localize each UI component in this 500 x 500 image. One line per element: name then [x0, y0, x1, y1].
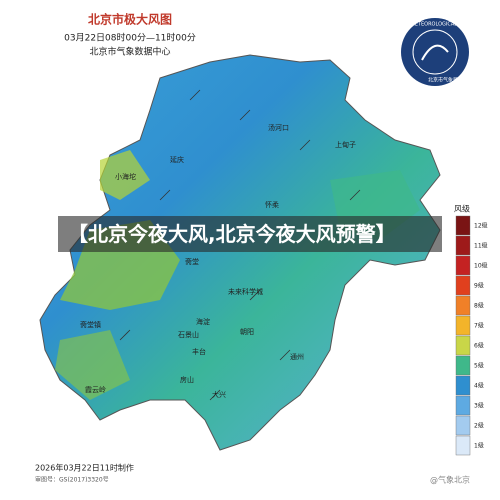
legend-title: 风级: [454, 204, 470, 214]
made-time: 2026年03月22日11时制作: [35, 463, 134, 473]
legend-label: 9级: [474, 282, 484, 290]
legend-label: 4级: [474, 382, 484, 390]
place-label: 斋堂镇: [80, 320, 101, 329]
legend-swatch: [455, 275, 471, 296]
wind-zone: [100, 150, 150, 200]
place-label: 朝阳: [240, 327, 254, 336]
legend-label: 2级: [474, 422, 484, 430]
caption: 【北京今夜大风,北京今夜大风预警】: [58, 216, 442, 252]
legend-label: 11级: [474, 242, 488, 250]
source: 北京市气象数据中心: [89, 46, 170, 58]
place-label: 上甸子: [335, 140, 356, 149]
wind-zone: [55, 330, 130, 400]
legend-label: 1级: [474, 442, 484, 450]
legend-swatch: [455, 235, 471, 256]
logo-text: BEIJING METEOROLOGICAL SERVICE: [390, 22, 480, 28]
legend-label: 3级: [474, 402, 484, 410]
place-label: 石景山: [178, 330, 199, 339]
legend-swatch: [455, 215, 471, 236]
place-label: 汤河口: [268, 123, 289, 132]
legend-label: 5级: [474, 362, 484, 370]
place-label: 斋堂: [185, 257, 199, 266]
legend-swatch: [455, 335, 471, 356]
logo-text: 北京市气象局: [428, 77, 458, 84]
place-label: 未来科学城: [228, 287, 263, 296]
legend-swatch: [455, 295, 471, 316]
legend-label: 7级: [474, 322, 484, 330]
place-label: 房山: [180, 375, 194, 384]
place-label: 怀柔: [265, 200, 279, 209]
place-label: 通州: [290, 352, 304, 361]
legend-swatch: [455, 435, 471, 456]
legend-swatch: [455, 255, 471, 276]
legend-swatch: [455, 315, 471, 336]
watermark: @气象北京: [430, 475, 470, 485]
place-label: 海淀: [196, 317, 210, 326]
legend-label: 10级: [474, 262, 488, 270]
time-range: 03月22日08时00分—11时00分: [64, 32, 196, 44]
place-label: 延庆: [170, 155, 184, 164]
place-label: 大兴: [212, 390, 226, 399]
legend-swatch: [455, 395, 471, 416]
place-label: 小海坨: [115, 172, 136, 181]
legend-swatch: [455, 355, 471, 376]
legend-label: 12级: [474, 222, 488, 230]
legend-label: 8级: [474, 302, 484, 310]
legend-swatch: [455, 415, 471, 436]
wind-barbs: [119, 89, 361, 401]
place-label: 丰台: [192, 347, 206, 356]
map-approval: 审图号：GS(2017)3320号: [35, 476, 109, 484]
legend-swatch: [455, 375, 471, 396]
logo: BEIJING METEOROLOGICAL SERVICE 北京市气象局: [390, 18, 480, 86]
legend-label: 6级: [474, 342, 484, 350]
legend: 12级 11级 10级 9级 8级 7级 6级 5级 4级 3级 2级 1级: [455, 215, 488, 456]
place-label: 霞云岭: [85, 385, 106, 394]
map-title: 北京市极大风图: [88, 12, 172, 27]
